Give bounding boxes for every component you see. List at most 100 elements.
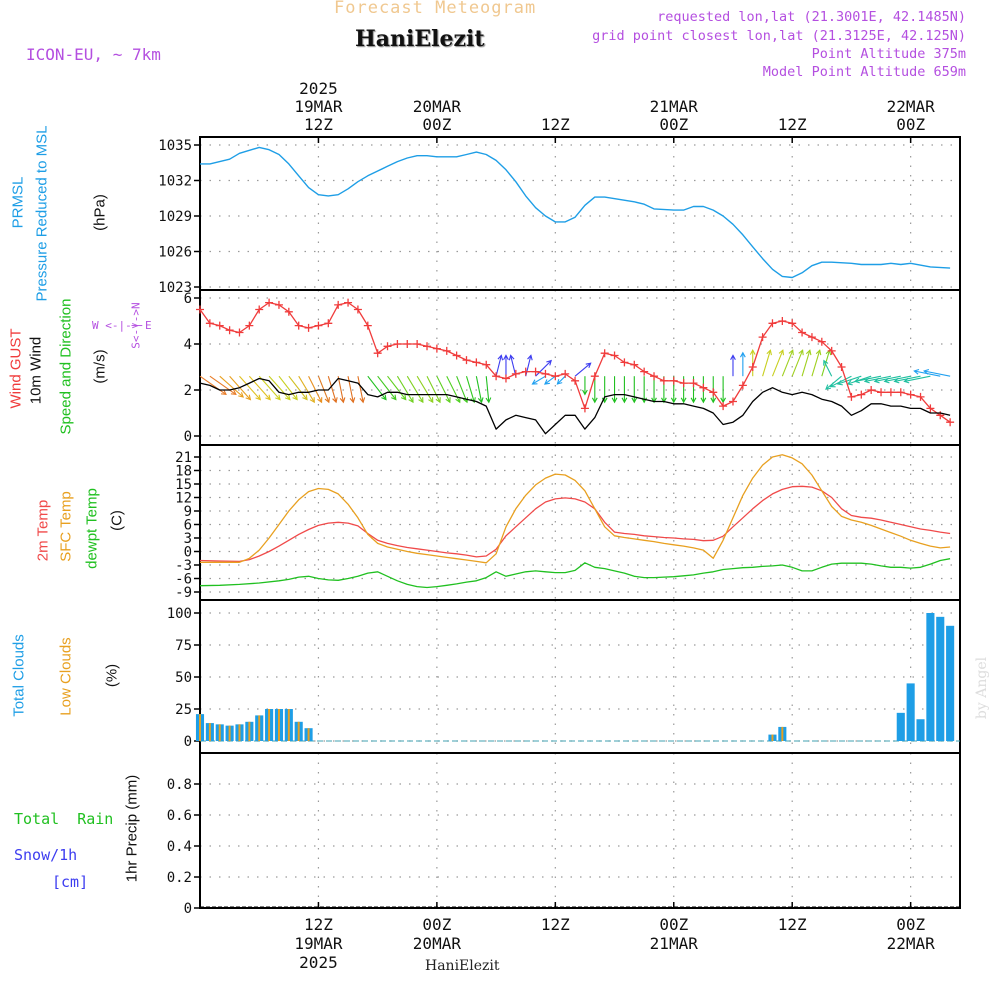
y-tick-label: 1023	[158, 280, 192, 296]
low-clouds-bar	[771, 734, 774, 741]
wind-arrow-head	[497, 354, 504, 361]
wind-gust-marker	[650, 372, 659, 381]
wind-arrow-head	[238, 392, 244, 398]
time-label-bottom: 00Z	[896, 915, 925, 934]
wind-gust-marker	[867, 386, 876, 394]
time-label-bottom: 19MAR	[294, 934, 343, 953]
wind-gust-marker	[580, 404, 589, 413]
wind-arrow-head	[829, 382, 836, 388]
wind-arrow	[367, 375, 387, 400]
wind-arrow	[377, 375, 397, 400]
wind-arrow	[465, 376, 475, 403]
wind-arrow	[219, 375, 244, 398]
wind-arrow-head	[805, 349, 812, 356]
wind-direction-arrows	[199, 349, 951, 404]
wind-arrow-head	[265, 394, 271, 401]
low-clouds-bar	[297, 721, 300, 741]
requested-coords: requested lon,lat (21.3001E, 42.1485N)	[657, 9, 966, 25]
wind-arrow-head	[245, 394, 252, 401]
wind-gust-marker	[334, 300, 343, 309]
chart-title: Forecast Meteogram	[334, 0, 537, 18]
wind-gust-marker	[255, 305, 264, 314]
wind-arrow	[396, 375, 414, 403]
wind-arrow	[268, 375, 291, 400]
wind-gust-marker	[946, 418, 955, 427]
wind-gust-marker	[215, 321, 224, 330]
wind-arrow-head	[408, 397, 414, 404]
wind-arrow-head	[284, 394, 291, 401]
wind-gust-marker	[225, 326, 234, 335]
wind-gust-marker	[620, 358, 629, 367]
y-tick-label: 0	[184, 901, 192, 917]
wind-arrow	[406, 375, 424, 403]
wind-gust-marker	[906, 390, 915, 399]
wind-gust-marker	[235, 328, 244, 337]
y-tick-label: 25	[175, 702, 192, 718]
wind-gust-marker	[728, 397, 737, 406]
wind-arrow-head	[428, 397, 434, 404]
time-label-bottom: 21MAR	[650, 934, 699, 953]
low-clouds-bar	[218, 724, 221, 741]
wind-arrow-head	[582, 389, 588, 396]
wind-gust-marker	[630, 360, 639, 369]
y-tick-label: 4	[184, 337, 192, 353]
wind-arrow-head	[531, 379, 538, 385]
wind-arrow-head	[485, 397, 492, 404]
wind-arrow-head	[893, 377, 900, 384]
wind-gust-marker	[709, 388, 718, 397]
wind-arrow-head	[359, 397, 366, 404]
wind-arrow	[387, 375, 407, 400]
wind-arrow-head	[391, 394, 397, 401]
wind-arrow-head	[661, 397, 667, 404]
time-label-top: 00Z	[422, 115, 451, 134]
wind-arrow-head	[302, 394, 308, 401]
y-tick-label: 75	[175, 638, 192, 654]
y-tick-label: 15	[175, 477, 192, 493]
wind-gust-marker	[679, 379, 688, 388]
wind-gust-marker	[748, 363, 757, 371]
wind-arrow-head	[923, 368, 930, 375]
y-tick-label: 6	[184, 518, 192, 534]
time-label-top: 21MAR	[650, 97, 699, 116]
wind-arrow	[924, 370, 951, 377]
wind-arrow	[485, 376, 490, 403]
wind-gust-marker	[916, 392, 925, 401]
time-label-bottom: 2025	[299, 953, 338, 972]
wind-gust-marker	[768, 319, 777, 328]
time-label-bottom: 20MAR	[413, 934, 462, 953]
wind-gust-marker	[501, 374, 510, 383]
total-clouds-bar	[896, 712, 905, 741]
wind-arrow-head	[853, 377, 860, 384]
location-title: HaniElezit	[355, 26, 485, 52]
wind-gust-marker	[442, 346, 451, 355]
wind-arrow	[574, 362, 592, 377]
y-tick-label: 18	[175, 464, 192, 480]
snow-label: Snow/1h	[14, 846, 78, 864]
wind-arrow	[248, 375, 271, 400]
wind-gust-marker	[926, 404, 935, 413]
wind-gust-marker	[719, 402, 728, 411]
wind-gust-marker	[669, 376, 678, 385]
temp-2m-line	[199, 485, 951, 563]
wind-arrow	[495, 355, 502, 377]
wind-gust-marker	[413, 340, 422, 348]
wind-arrow	[357, 376, 364, 403]
wind-arrow-head	[749, 349, 756, 355]
grid-point-coords: grid point closest lon,lat (21.3125E, 42…	[592, 28, 966, 44]
wind-arrow	[199, 375, 227, 395]
wind-arrow-head	[544, 379, 550, 385]
wind-arrow-head	[690, 397, 697, 404]
wind-arrow	[288, 375, 308, 400]
wind-gust-marker	[817, 337, 826, 346]
y-tick-label: -9	[175, 585, 192, 601]
wind-gust-marker	[265, 298, 274, 307]
y-tick-label: 0.8	[167, 777, 192, 793]
wind-arrow	[532, 375, 546, 385]
wind-arrow	[436, 375, 451, 403]
y-tick-label: 50	[175, 670, 192, 686]
wind-arrow	[544, 375, 556, 385]
wind-gust-marker	[274, 300, 283, 309]
wind-arrow-head	[220, 389, 227, 396]
wind-gust-marker	[492, 372, 501, 381]
wind-gust-marker	[807, 333, 816, 342]
